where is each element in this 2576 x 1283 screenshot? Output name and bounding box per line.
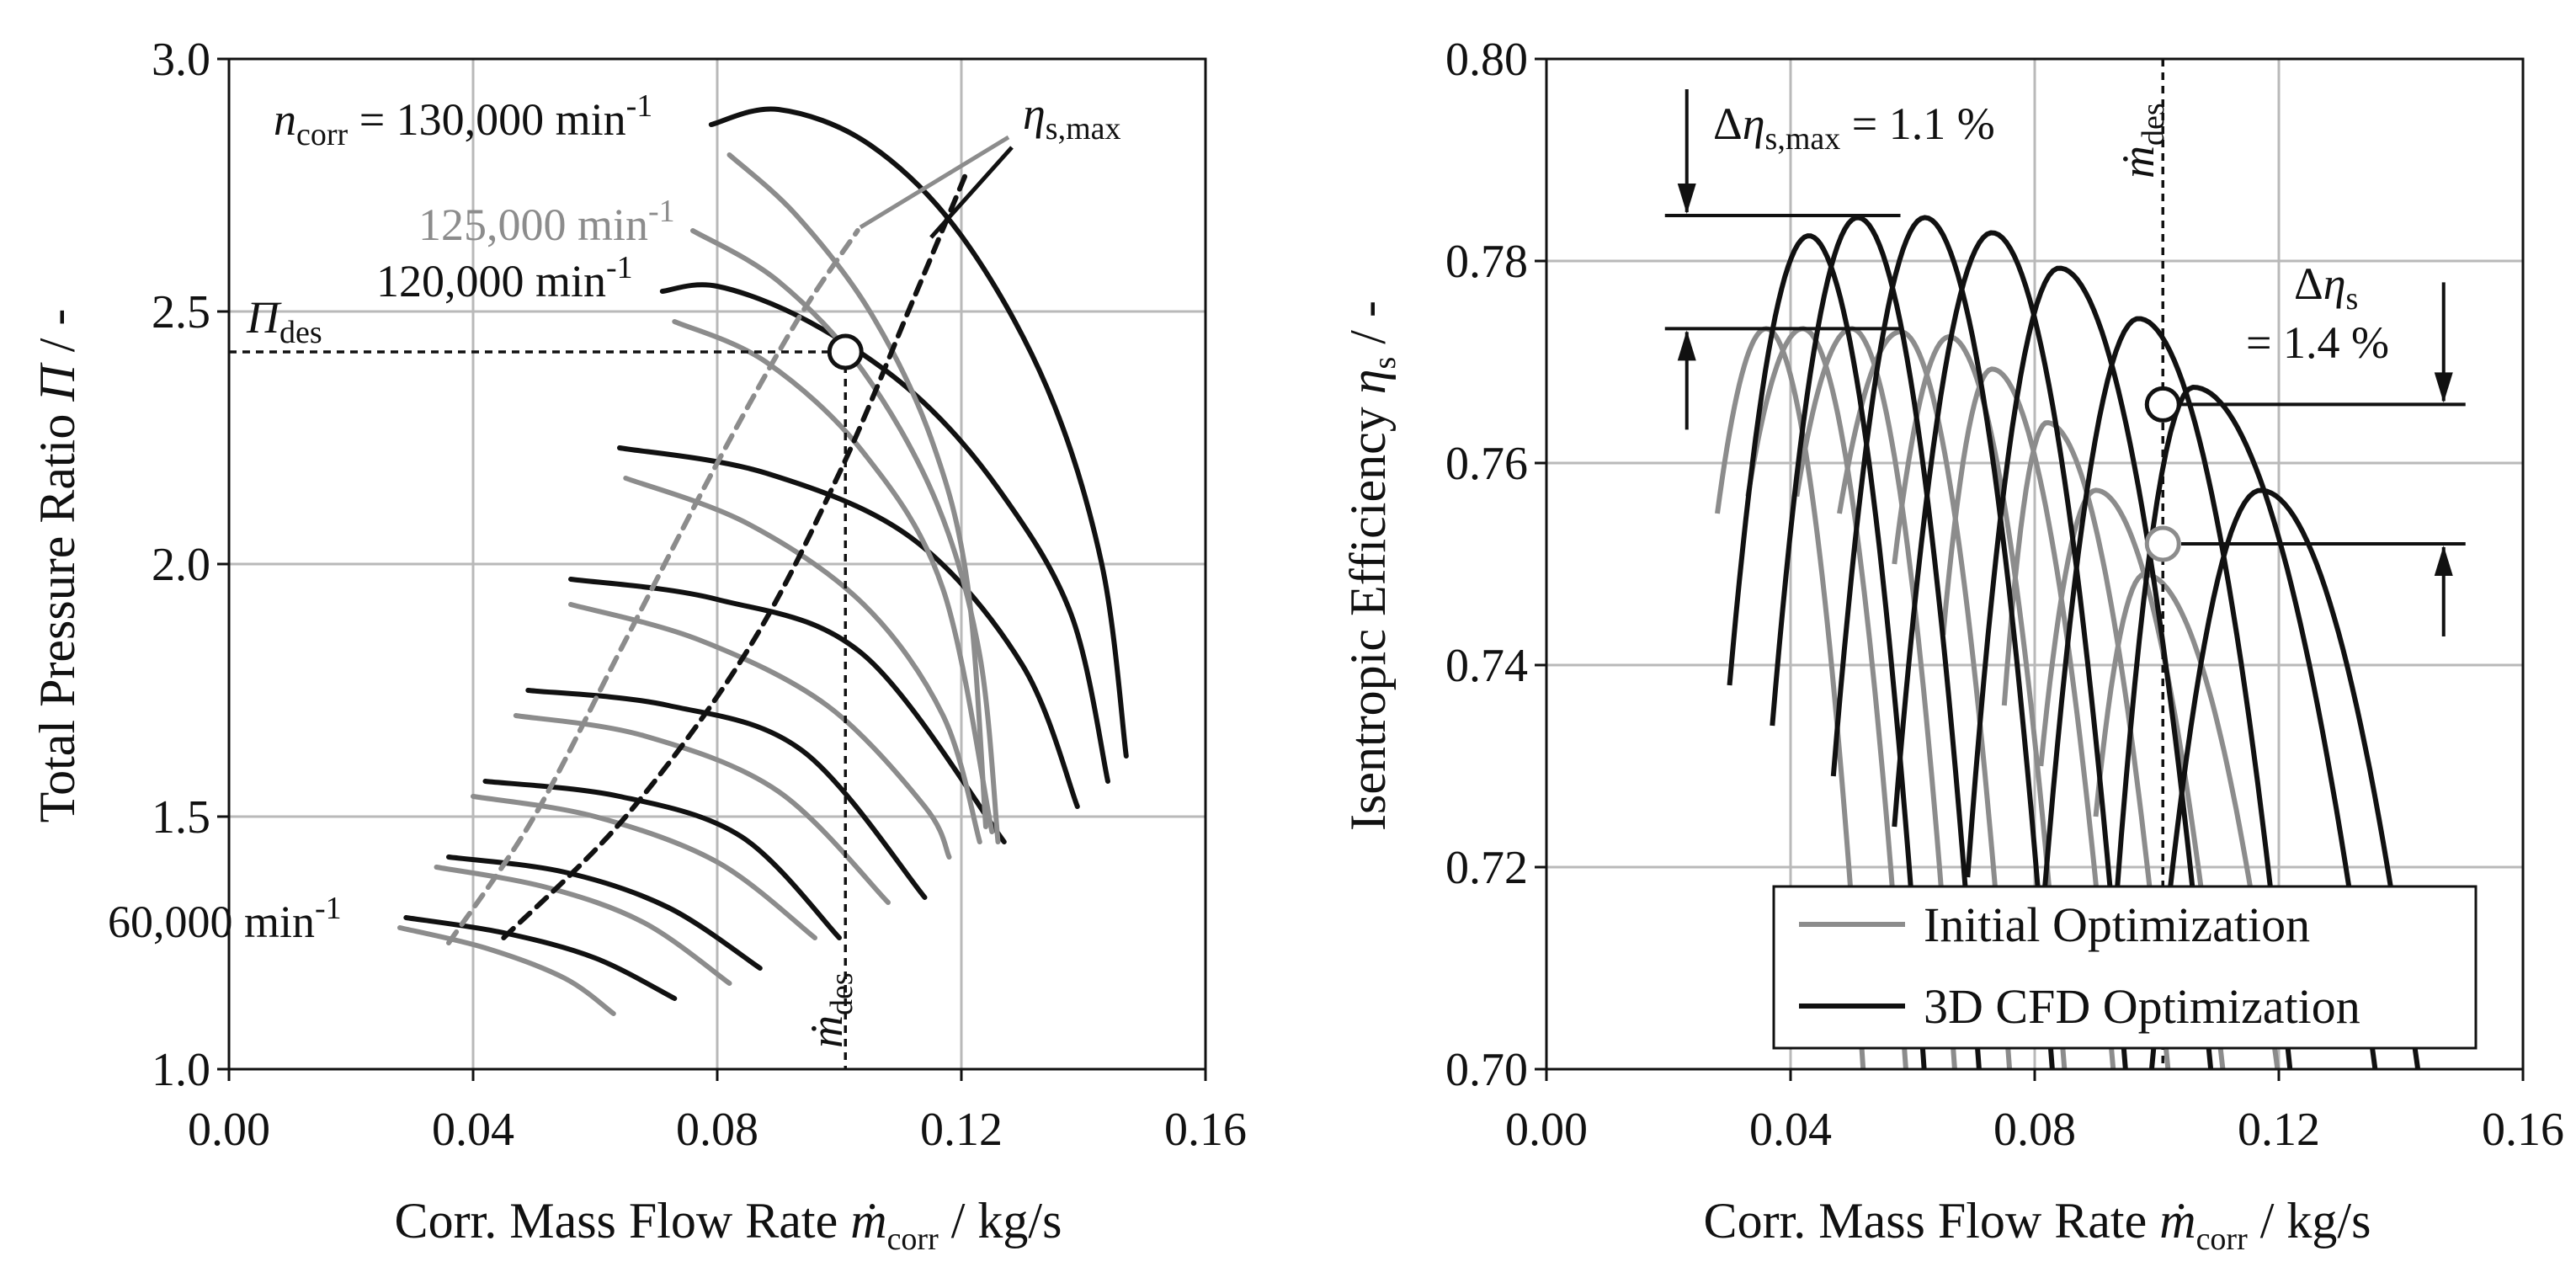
left-y-tick-label: 1.0 xyxy=(152,1044,210,1096)
left-y-tick-label: 1.5 xyxy=(152,791,210,844)
eta-line-cfd-130-000 xyxy=(2148,487,2421,1069)
right-y-tick-label: 0.80 xyxy=(1445,34,1528,86)
speed-label-130000: ncorr = 130,000 min-1 xyxy=(274,88,652,152)
left-tick-labels: 0.00 0.04 0.08 0.12 0.16 1.0 1.5 2.0 2.5 3.0 xyxy=(152,34,1247,1156)
left-y-tick-label: 3.0 xyxy=(152,34,210,86)
efficiency-curves xyxy=(1715,215,2421,1069)
legend-label-initial: Initial Optimization xyxy=(1924,897,2310,952)
left-x-axis-title: Corr. Mass Flow Rate ṁcorr / kg/s xyxy=(395,1193,1062,1257)
pr-line-cfd-70-000 xyxy=(446,854,763,971)
efficiency-chart: 0.00 0.04 0.08 0.12 0.16 0.70 0.72 0.74 0.76 0.78… xyxy=(1340,34,2564,1257)
legend: Initial Optimization 3D CFD Optimization xyxy=(1772,885,2478,1050)
eta-line-cfd-80-000 xyxy=(1830,215,2055,1069)
right-x-axis-title: Corr. Mass Flow Rate ṁcorr / kg/s xyxy=(1704,1193,2371,1257)
eta-line-init-130-000 xyxy=(2093,572,2281,1069)
pr-line-init-125-000 xyxy=(690,228,1001,844)
right-axes xyxy=(1535,57,2525,1081)
right-y-tick-label: 0.74 xyxy=(1445,640,1528,692)
mdot-des-label-right: ṁdes xyxy=(2113,103,2171,178)
right-y-axis-title: Isentropic Efficiency ηs / - xyxy=(1340,301,1402,831)
eta-line-init-70-000 xyxy=(1745,326,1908,1069)
delta-max-arrow-bottom-head xyxy=(1677,330,1696,361)
left-x-tick-label: 0.12 xyxy=(920,1104,1003,1156)
eta-line-init-60-000 xyxy=(1715,326,1866,1069)
right-tick-labels: 0.00 0.04 0.08 0.12 0.16 0.70 0.72 0.74 0.76 0.78… xyxy=(1445,34,2564,1156)
left-y-tick-label: 2.5 xyxy=(152,286,210,338)
speed-label-125000: 125,000 min-1 xyxy=(418,194,675,250)
right-y-tick-label: 0.70 xyxy=(1445,1044,1528,1096)
pi-des-label: Πdes xyxy=(246,292,322,350)
pr-line-init-100-000 xyxy=(568,602,952,860)
pr-line-cfd-s-max-line xyxy=(501,168,971,940)
pr-line-cfd-120-000 xyxy=(659,282,1110,784)
design-point-initial xyxy=(2144,525,2181,562)
eta-max-leader-initial xyxy=(859,135,1010,230)
left-axes xyxy=(217,57,1207,1081)
pressure-ratio-chart: 0.00 0.04 0.08 0.12 0.16 1.0 1.5 2.0 2.5 3.0 Corr… xyxy=(29,34,1247,1257)
left-y-tick-label: 2.0 xyxy=(152,539,210,591)
delta-s-arrow-top-head xyxy=(2434,372,2453,403)
right-series xyxy=(1715,215,2421,1069)
speed-label-120000: 120,000 min-1 xyxy=(376,250,633,306)
legend-label-cfd: 3D CFD Optimization xyxy=(1924,979,2360,1034)
right-y-tick-label: 0.78 xyxy=(1445,236,1528,288)
right-plot-frame xyxy=(1545,57,2525,1071)
pr-line-init-70-000 xyxy=(434,865,732,986)
pr-line-init-80-000 xyxy=(471,794,817,940)
pr-line-cfd-60-000 xyxy=(403,915,678,1001)
pr-line-init-90-000 xyxy=(513,713,891,905)
left-design-guides xyxy=(229,333,864,1069)
legend-box xyxy=(1772,885,2478,1050)
left-plot-frame xyxy=(227,57,1207,1071)
pr-line-cfd-100-000 xyxy=(568,577,1007,844)
eta-line-init-110-000 xyxy=(1940,366,2116,1069)
eta-line-cfd-90-000 xyxy=(1892,230,2128,1069)
pr-line-init-130-000 xyxy=(726,152,988,829)
delta-max-arrow-top-head xyxy=(1677,184,1696,214)
pr-line-init-60-000 xyxy=(397,925,616,1016)
pr-line-init-110-000 xyxy=(623,476,982,844)
pr-line-cfd-130-000 xyxy=(708,106,1129,759)
eta-line-cfd-110-000 xyxy=(2038,316,2293,1069)
right-y-tick-label: 0.76 xyxy=(1445,438,1528,490)
pr-line-cfd-90-000 xyxy=(525,688,928,900)
left-series xyxy=(397,106,1129,1016)
eta-line-init-90-000 xyxy=(1837,329,2013,1069)
eta-line-cfd-100-000 xyxy=(1965,265,2214,1069)
speed-label-60000: 60,000 min-1 xyxy=(108,891,342,947)
design-point-marker xyxy=(827,333,864,370)
mdot-des-label-left: ṁdes xyxy=(801,972,860,1048)
eta-max-leader-cfd xyxy=(929,146,1014,239)
pr-line-init-s-max-line xyxy=(446,228,860,945)
left-x-tick-label: 0.04 xyxy=(432,1104,514,1156)
pr-line-cfd-80-000 xyxy=(482,779,842,940)
left-x-tick-label: 0.08 xyxy=(676,1104,758,1156)
eta-line-cfd-60-000 xyxy=(1727,233,1927,1069)
pr-line-init-120-000 xyxy=(672,319,995,834)
delta-eta-max-label: Δηs,max = 1.1 % xyxy=(1713,98,1995,157)
left-y-axis-title: Total Pressure Ratio Π / - xyxy=(29,309,85,823)
right-x-tick-label: 0.08 xyxy=(1993,1104,2076,1156)
right-x-tick-label: 0.04 xyxy=(1749,1104,1832,1156)
delta-eta-value: = 1.4 % xyxy=(2246,317,2389,368)
delta-eta-label: Δηs xyxy=(2294,258,2358,317)
left-x-tick-label: 0.16 xyxy=(1164,1104,1247,1156)
right-y-tick-label: 0.72 xyxy=(1445,842,1528,894)
eta-max-label: ηs,max xyxy=(1023,88,1121,146)
left-x-tick-label: 0.00 xyxy=(188,1104,270,1156)
left-grid xyxy=(229,59,1206,1069)
delta-s-arrow-bottom-head xyxy=(2434,546,2453,576)
right-x-tick-label: 0.12 xyxy=(2238,1104,2320,1156)
right-x-tick-label: 0.00 xyxy=(1505,1104,1588,1156)
eta-line-cfd-70-000 xyxy=(1770,215,1982,1069)
right-x-tick-label: 0.16 xyxy=(2482,1104,2564,1156)
design-point-cfd xyxy=(2144,386,2181,423)
